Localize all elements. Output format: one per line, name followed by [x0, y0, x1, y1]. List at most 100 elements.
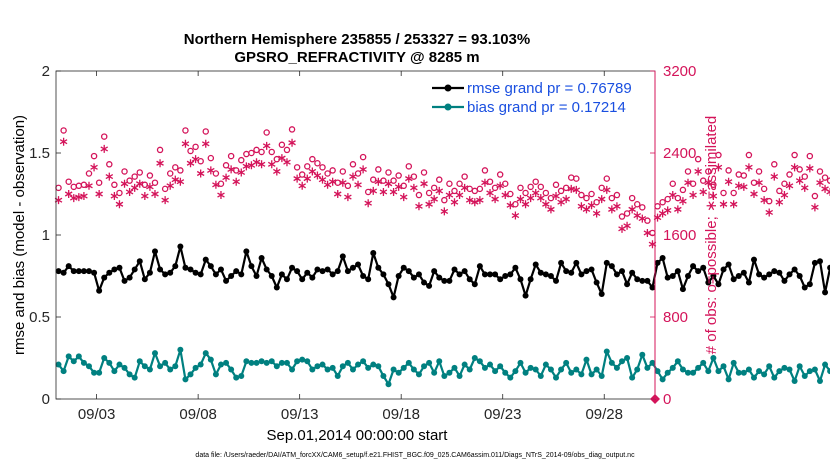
bias-point [263, 359, 270, 366]
assimilated-obs-point [344, 193, 352, 202]
bias-point [192, 364, 199, 371]
bias-point [497, 363, 504, 370]
rmse-point [329, 271, 336, 278]
right-y-tick-label: 0 [663, 391, 671, 408]
bias-point [365, 364, 372, 371]
assimilated-obs-point [826, 187, 830, 196]
bias-point [527, 364, 534, 371]
assimilated-obs-point [572, 185, 581, 194]
bias-point [532, 366, 539, 373]
bias-point [801, 373, 808, 380]
assimilated-obs-point [257, 160, 266, 169]
possible-obs-point [192, 143, 199, 151]
assimilated-obs-point [252, 158, 261, 167]
possible-obs-point [293, 164, 301, 171]
assimilated-obs-point [75, 193, 83, 202]
bias-point [344, 359, 351, 366]
bias-point [273, 363, 280, 370]
assimilated-obs-point [765, 208, 774, 217]
bias-point [735, 369, 742, 376]
rmse-point [471, 281, 478, 288]
bias-point [786, 366, 793, 373]
assimilated-obs-point [800, 183, 809, 192]
bias-point [654, 368, 661, 375]
rmse-point [816, 258, 823, 265]
assimilated-obs-point [714, 163, 723, 172]
bias-point [400, 364, 407, 371]
chart-subtitle: GPSRO_REFRACTIVITY @ 8285 m [234, 49, 479, 66]
possible-obs-point [95, 179, 103, 186]
possible-obs-point [359, 153, 367, 161]
assimilated-obs-point [740, 182, 748, 191]
possible-obs-point [405, 163, 413, 170]
assimilated-obs-point [80, 192, 88, 201]
rmse-point [786, 271, 793, 278]
rmse-point [385, 281, 392, 288]
possible-obs-point [339, 168, 347, 175]
rmse-point [278, 271, 285, 278]
possible-obs-point [776, 187, 783, 195]
assimilated-obs-point [100, 144, 109, 153]
bias-point [136, 358, 143, 365]
rmse-point [796, 273, 803, 279]
possible-obs-point [542, 189, 550, 197]
possible-obs-point [456, 180, 463, 187]
rmse-point [436, 274, 443, 281]
assimilated-obs-point [542, 200, 550, 209]
bias-point [426, 359, 433, 366]
bias-point [243, 358, 250, 365]
possible-obs-point [227, 152, 235, 160]
bias-point [619, 358, 626, 365]
bias-point [715, 368, 722, 375]
x-axis-label: Sep.01,2014 00:00:00 start [267, 427, 449, 444]
chart-title: Northern Hemisphere 235855 / 253327 = 93… [184, 31, 530, 48]
rmse-point [588, 266, 595, 273]
rmse-point [710, 273, 717, 279]
assimilated-obs-point [755, 178, 763, 187]
rmse-point [375, 264, 382, 271]
possible-obs-point [278, 141, 286, 149]
possible-obs-point [268, 148, 275, 156]
rmse-point [568, 269, 575, 276]
rmse-point [172, 263, 179, 270]
rmse-point [481, 271, 488, 278]
assimilated-obs-point [308, 167, 317, 176]
bias-point [507, 374, 514, 381]
assimilated-obs-point [359, 165, 367, 174]
rmse-point [380, 271, 387, 278]
possible-obs-point [639, 204, 646, 211]
assimilated-obs-point [547, 205, 555, 214]
rmse-point [679, 286, 686, 293]
possible-obs-point [725, 167, 732, 174]
assimilated-obs-point [267, 160, 276, 169]
rmse-point [390, 294, 397, 301]
rmse-point [563, 268, 570, 275]
bias-point [659, 376, 666, 383]
possible-obs-point [131, 173, 138, 180]
bias-point [75, 353, 82, 360]
rmse-point [263, 266, 270, 273]
possible-obs-point [532, 178, 539, 185]
right-y-axis-label: # of obs: o=possible; ∗=assimilated [703, 116, 720, 355]
assimilated-obs-point [59, 137, 68, 146]
legend-label: bias grand pr = 0.17214 [467, 99, 626, 116]
possible-obs-point [771, 161, 778, 168]
assimilated-obs-point [780, 191, 789, 200]
assimilated-obs-point [156, 159, 164, 168]
bias-point [781, 364, 788, 371]
possible-obs-point [537, 183, 545, 191]
bias-point [588, 371, 595, 378]
rmse-point [349, 264, 356, 271]
rmse-point [258, 254, 265, 261]
rmse-point [192, 269, 199, 276]
bias-point [811, 366, 818, 373]
possible-obs-point [441, 196, 448, 204]
bias-point [750, 374, 757, 381]
possible-obs-point [476, 185, 484, 193]
assimilated-obs-point [141, 192, 149, 201]
rmse-point [319, 268, 326, 275]
rmse-point [619, 268, 626, 275]
bias-point [202, 350, 209, 357]
bias-point [466, 366, 473, 373]
bias-point [395, 369, 402, 376]
